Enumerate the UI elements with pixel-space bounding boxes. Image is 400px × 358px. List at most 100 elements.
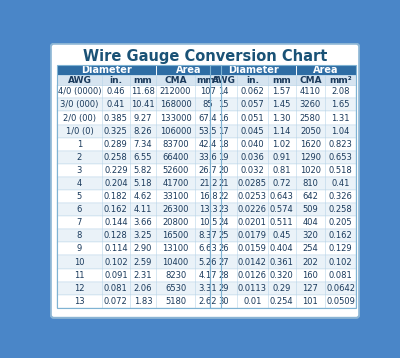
Bar	[57, 85, 221, 98]
Text: 1.30: 1.30	[272, 113, 291, 122]
Text: 29: 29	[218, 284, 229, 293]
Text: 1.31: 1.31	[331, 113, 350, 122]
Text: 9.27: 9.27	[134, 113, 152, 122]
Text: 0.41: 0.41	[107, 101, 125, 110]
Bar	[57, 64, 221, 308]
Text: 5180: 5180	[165, 297, 186, 306]
Text: 0.0642: 0.0642	[326, 284, 355, 293]
Text: 14: 14	[218, 87, 229, 96]
Text: 0.325: 0.325	[104, 127, 128, 136]
Text: 5.18: 5.18	[134, 179, 152, 188]
Text: 2050: 2050	[300, 127, 321, 136]
Bar	[210, 229, 356, 242]
Text: 8230: 8230	[165, 271, 186, 280]
Bar	[210, 64, 356, 308]
Text: 6530: 6530	[165, 284, 186, 293]
FancyBboxPatch shape	[51, 44, 359, 318]
Text: 0.0159: 0.0159	[238, 245, 267, 253]
Bar	[210, 164, 356, 177]
Text: 17: 17	[218, 127, 229, 136]
Text: 642: 642	[302, 192, 318, 201]
Text: 168000: 168000	[160, 101, 192, 110]
Text: 4.17: 4.17	[199, 271, 217, 280]
Text: AWG: AWG	[212, 76, 236, 84]
Text: 3.31: 3.31	[199, 284, 218, 293]
Bar	[210, 85, 356, 98]
Text: CMA: CMA	[164, 76, 187, 84]
Text: 0.032: 0.032	[240, 166, 264, 175]
Text: 3: 3	[77, 166, 82, 175]
Text: 1.02: 1.02	[272, 140, 291, 149]
Text: 41700: 41700	[162, 179, 189, 188]
Text: 0.326: 0.326	[329, 192, 352, 201]
Bar	[57, 138, 221, 151]
Text: 212000: 212000	[160, 87, 191, 96]
Text: in.: in.	[246, 76, 259, 84]
Text: 0.081: 0.081	[329, 271, 352, 280]
Text: 0.81: 0.81	[272, 166, 291, 175]
Text: 2.62: 2.62	[199, 297, 217, 306]
Text: 0.0285: 0.0285	[238, 179, 267, 188]
Text: 0.0179: 0.0179	[238, 231, 267, 240]
Text: 0.823: 0.823	[329, 140, 352, 149]
Text: 254: 254	[302, 245, 318, 253]
Bar	[57, 125, 221, 138]
Text: 0.114: 0.114	[104, 245, 128, 253]
Text: 0.036: 0.036	[240, 153, 264, 162]
Text: 0.0226: 0.0226	[238, 205, 267, 214]
Text: 3.25: 3.25	[134, 231, 152, 240]
Text: mm²: mm²	[329, 76, 352, 84]
Text: 10400: 10400	[162, 257, 189, 266]
Text: 0.254: 0.254	[270, 297, 294, 306]
Text: 320: 320	[302, 231, 318, 240]
Bar	[57, 282, 221, 295]
Text: 6.63: 6.63	[199, 245, 218, 253]
Text: 3/0 (000): 3/0 (000)	[60, 101, 99, 110]
Text: 0.361: 0.361	[270, 257, 294, 266]
Text: 67.4: 67.4	[199, 113, 218, 122]
Text: 3260: 3260	[300, 101, 321, 110]
Bar	[57, 164, 221, 177]
Bar	[210, 216, 356, 229]
Text: 30: 30	[218, 297, 229, 306]
Bar	[57, 75, 221, 85]
Text: 42.4: 42.4	[199, 140, 217, 149]
Bar	[57, 177, 221, 190]
Text: 2580: 2580	[300, 113, 321, 122]
Text: 0.0113: 0.0113	[238, 284, 267, 293]
Text: 85: 85	[203, 101, 214, 110]
Text: 2.59: 2.59	[134, 257, 152, 266]
Bar	[57, 64, 156, 75]
Text: 0.182: 0.182	[104, 192, 128, 201]
Text: 27: 27	[218, 257, 229, 266]
Text: 6: 6	[77, 205, 82, 214]
Text: 0.0201: 0.0201	[238, 218, 267, 227]
Text: 4: 4	[77, 179, 82, 188]
Bar	[57, 229, 221, 242]
Text: 0.91: 0.91	[272, 153, 291, 162]
Text: 0.229: 0.229	[104, 166, 128, 175]
Text: 0.128: 0.128	[104, 231, 128, 240]
Bar	[57, 242, 221, 256]
Text: 509: 509	[302, 205, 318, 214]
Bar	[296, 64, 356, 75]
Text: 11: 11	[74, 271, 85, 280]
Text: 8.37: 8.37	[199, 231, 218, 240]
Text: mm: mm	[272, 76, 291, 84]
Text: 0.102: 0.102	[329, 257, 352, 266]
Text: Area: Area	[176, 65, 202, 75]
Bar	[210, 64, 296, 75]
Bar	[210, 190, 356, 203]
Text: 4.11: 4.11	[134, 205, 152, 214]
Text: 26300: 26300	[162, 205, 189, 214]
Bar	[210, 111, 356, 125]
Text: 16: 16	[218, 113, 229, 122]
Text: 0.072: 0.072	[104, 297, 128, 306]
Text: Wire Gauge Conversion Chart: Wire Gauge Conversion Chart	[83, 49, 327, 64]
Text: 1.45: 1.45	[272, 101, 291, 110]
Text: 23: 23	[218, 205, 229, 214]
Text: 107: 107	[200, 87, 216, 96]
Text: 66400: 66400	[162, 153, 189, 162]
Text: 1620: 1620	[300, 140, 321, 149]
Text: 2.06: 2.06	[134, 284, 152, 293]
